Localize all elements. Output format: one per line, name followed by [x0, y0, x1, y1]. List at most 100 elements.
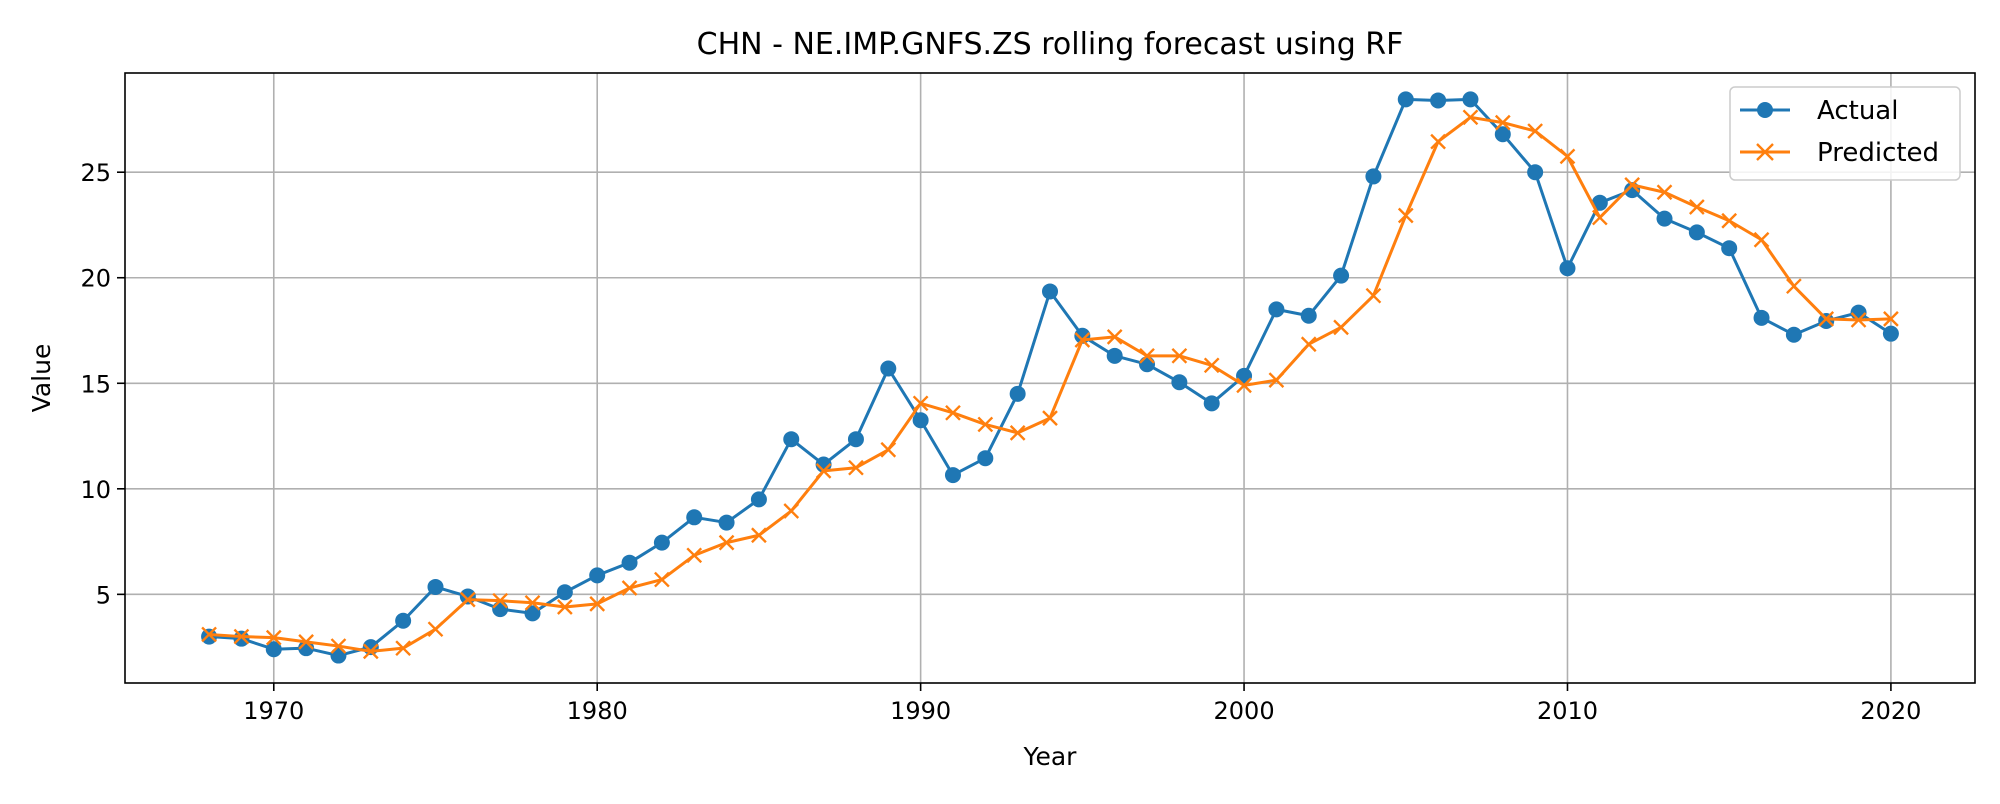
- series-predicted-point: [686, 547, 703, 564]
- x-tick-label: 2000: [1214, 697, 1275, 725]
- series-actual-point: [1203, 395, 1220, 412]
- plot-frame: [124, 72, 1976, 684]
- series-predicted-point: [1624, 177, 1641, 193]
- series-predicted-point: [1527, 123, 1543, 139]
- series-actual-point: [589, 567, 606, 584]
- series-actual-point: [1527, 164, 1544, 181]
- series-actual-point: [750, 491, 767, 508]
- series-predicted-point: [1171, 347, 1188, 364]
- series-actual-point: [1009, 385, 1026, 402]
- series-predicted-point: [1397, 207, 1414, 224]
- series-predicted-point: [1850, 312, 1867, 328]
- series-actual-point: [847, 431, 864, 448]
- series-predicted-point: [1430, 133, 1446, 150]
- series-actual-point: [233, 630, 250, 647]
- series-predicted-point: [815, 463, 832, 479]
- series-predicted-point: [1494, 114, 1511, 131]
- series-actual-point: [1430, 92, 1447, 109]
- series-actual-point: [1850, 304, 1867, 321]
- series-predicted-point: [589, 595, 606, 612]
- series-predicted-point: [1042, 410, 1058, 426]
- x-tick-label: 1970: [243, 697, 304, 725]
- series-actual-point: [1753, 309, 1770, 326]
- series-predicted-point: [1559, 148, 1576, 165]
- series-predicted-point: [395, 640, 411, 657]
- series-actual-point: [1721, 240, 1738, 257]
- series-actual-point: [718, 514, 735, 531]
- series-predicted-point: [751, 527, 767, 544]
- series-layer: [201, 91, 1899, 664]
- y-tick-label: 10: [80, 476, 111, 504]
- series-actual-point: [621, 554, 638, 571]
- series-predicted-point: [492, 592, 509, 609]
- series-actual-point: [1688, 224, 1705, 241]
- series-predicted-point: [1786, 278, 1802, 295]
- series-actual-point: [330, 647, 347, 664]
- series-predicted-point: [233, 628, 250, 645]
- series-predicted-point: [201, 626, 217, 643]
- series-actual-point: [459, 588, 476, 605]
- series-predicted-point: [557, 599, 573, 615]
- series-actual-point: [1365, 168, 1382, 185]
- series-predicted-point: [783, 503, 800, 519]
- series-predicted-point: [880, 441, 897, 458]
- series-actual-point: [1042, 283, 1058, 300]
- series-actual-point: [653, 534, 670, 551]
- series-actual-point: [977, 450, 994, 467]
- series-predicted-point: [1203, 357, 1220, 374]
- chart-title: CHN - NE.IMP.GNFS.ZS rolling forecast us…: [697, 27, 1404, 62]
- series-predicted-point: [718, 534, 735, 551]
- series-actual-point: [944, 467, 961, 484]
- series-predicted-point: [1462, 109, 1479, 126]
- series-predicted-point: [1300, 336, 1317, 353]
- series-predicted-point: [1009, 425, 1026, 441]
- axis-ticks: 1970 1980 1990 2000 2010 2020 5 10 15 20 25: [80, 159, 1921, 725]
- series-predicted-point: [621, 580, 638, 596]
- series-predicted-point: [1883, 311, 1899, 327]
- series-actual-point: [1785, 326, 1802, 343]
- series-actual-point: [1139, 356, 1156, 373]
- y-axis-label: Value: [27, 344, 56, 413]
- legend-predicted-marker: [1756, 143, 1774, 161]
- series-predicted-point: [362, 643, 379, 660]
- series-actual-point: [427, 578, 444, 595]
- series-predicted-point: [427, 621, 444, 638]
- series-actual-point: [1462, 91, 1479, 108]
- series-predicted-point: [1689, 199, 1705, 215]
- series-actual-point: [1494, 126, 1511, 143]
- series-actual-point: [783, 431, 800, 448]
- series-predicted-point: [1074, 332, 1091, 348]
- series-predicted-point: [1591, 209, 1608, 226]
- y-tick-label: 15: [80, 370, 111, 398]
- y-tick-label: 20: [80, 265, 111, 293]
- series-actual-point: [1268, 301, 1285, 318]
- x-tick-label: 1980: [567, 697, 628, 725]
- series-predicted-point: [1818, 311, 1835, 327]
- y-tick-label: 5: [96, 581, 111, 609]
- series-actual-point: [524, 605, 541, 622]
- series-predicted-point: [1236, 377, 1252, 394]
- series-predicted-point: [1268, 372, 1285, 388]
- series-predicted-point: [330, 638, 347, 654]
- series-actual-point: [1106, 347, 1123, 364]
- series-actual-point: [1300, 307, 1317, 324]
- series-actual-point: [492, 601, 509, 618]
- series-actual-point: [1397, 91, 1414, 108]
- x-axis-label: Year: [1023, 742, 1078, 771]
- series-actual-point: [1333, 267, 1350, 284]
- series-predicted-point: [912, 395, 929, 412]
- series-actual-point: [880, 360, 897, 377]
- series-predicted-point: [265, 629, 282, 646]
- legend-actual-label: Actual: [1817, 96, 1898, 126]
- legend-predicted-label: Predicted: [1817, 138, 1939, 168]
- legend-actual-marker: [1757, 102, 1773, 118]
- series-actual-point: [1656, 210, 1673, 227]
- series-predicted-point: [1721, 212, 1738, 229]
- series-predicted-point: [945, 404, 961, 421]
- series-actual-point: [686, 509, 703, 526]
- series-predicted-point: [1656, 184, 1673, 201]
- series-actual-point: [556, 584, 573, 601]
- series-actual-point: [265, 641, 282, 658]
